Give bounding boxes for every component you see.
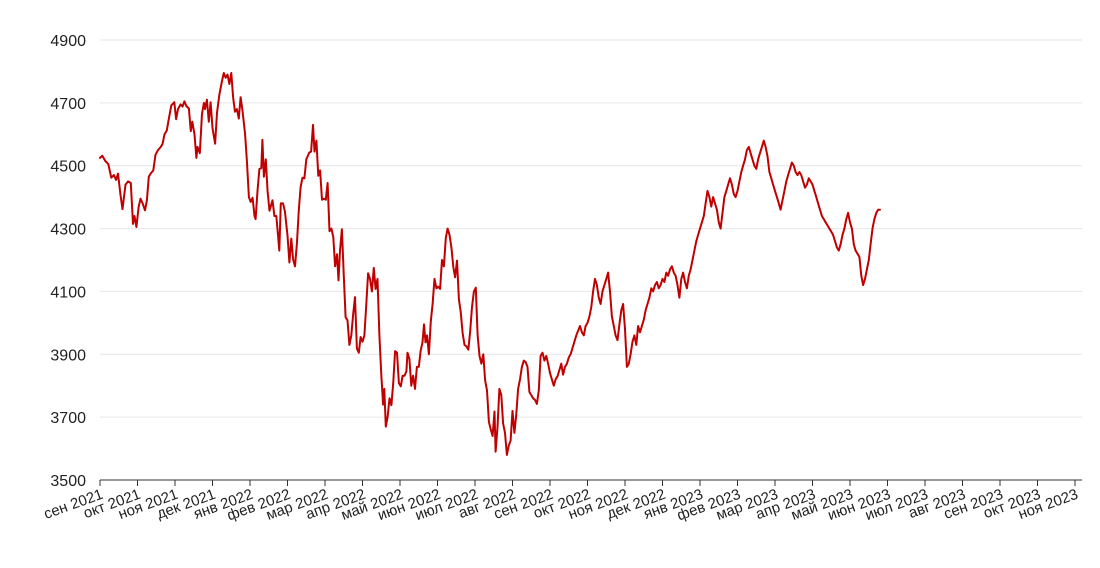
y-tick-label: 4900 [50,33,86,50]
y-tick-label: 4300 [50,222,86,239]
series-layer [99,72,881,456]
y-tick-label: 3900 [50,347,86,364]
y-tick-label: 3700 [50,410,86,427]
y-tick-label: 4500 [50,159,86,176]
y-tick-label: 4700 [50,96,86,113]
series-line-0 [99,72,881,456]
y-tick-label: 4100 [50,284,86,301]
y-tick-label: 3500 [50,473,86,490]
axes [99,479,1082,486]
y-axis-tick-labels: 3500 3700 3900 4100 4300 4500 4700 4900 [50,33,86,490]
gridlines [100,39,1082,418]
